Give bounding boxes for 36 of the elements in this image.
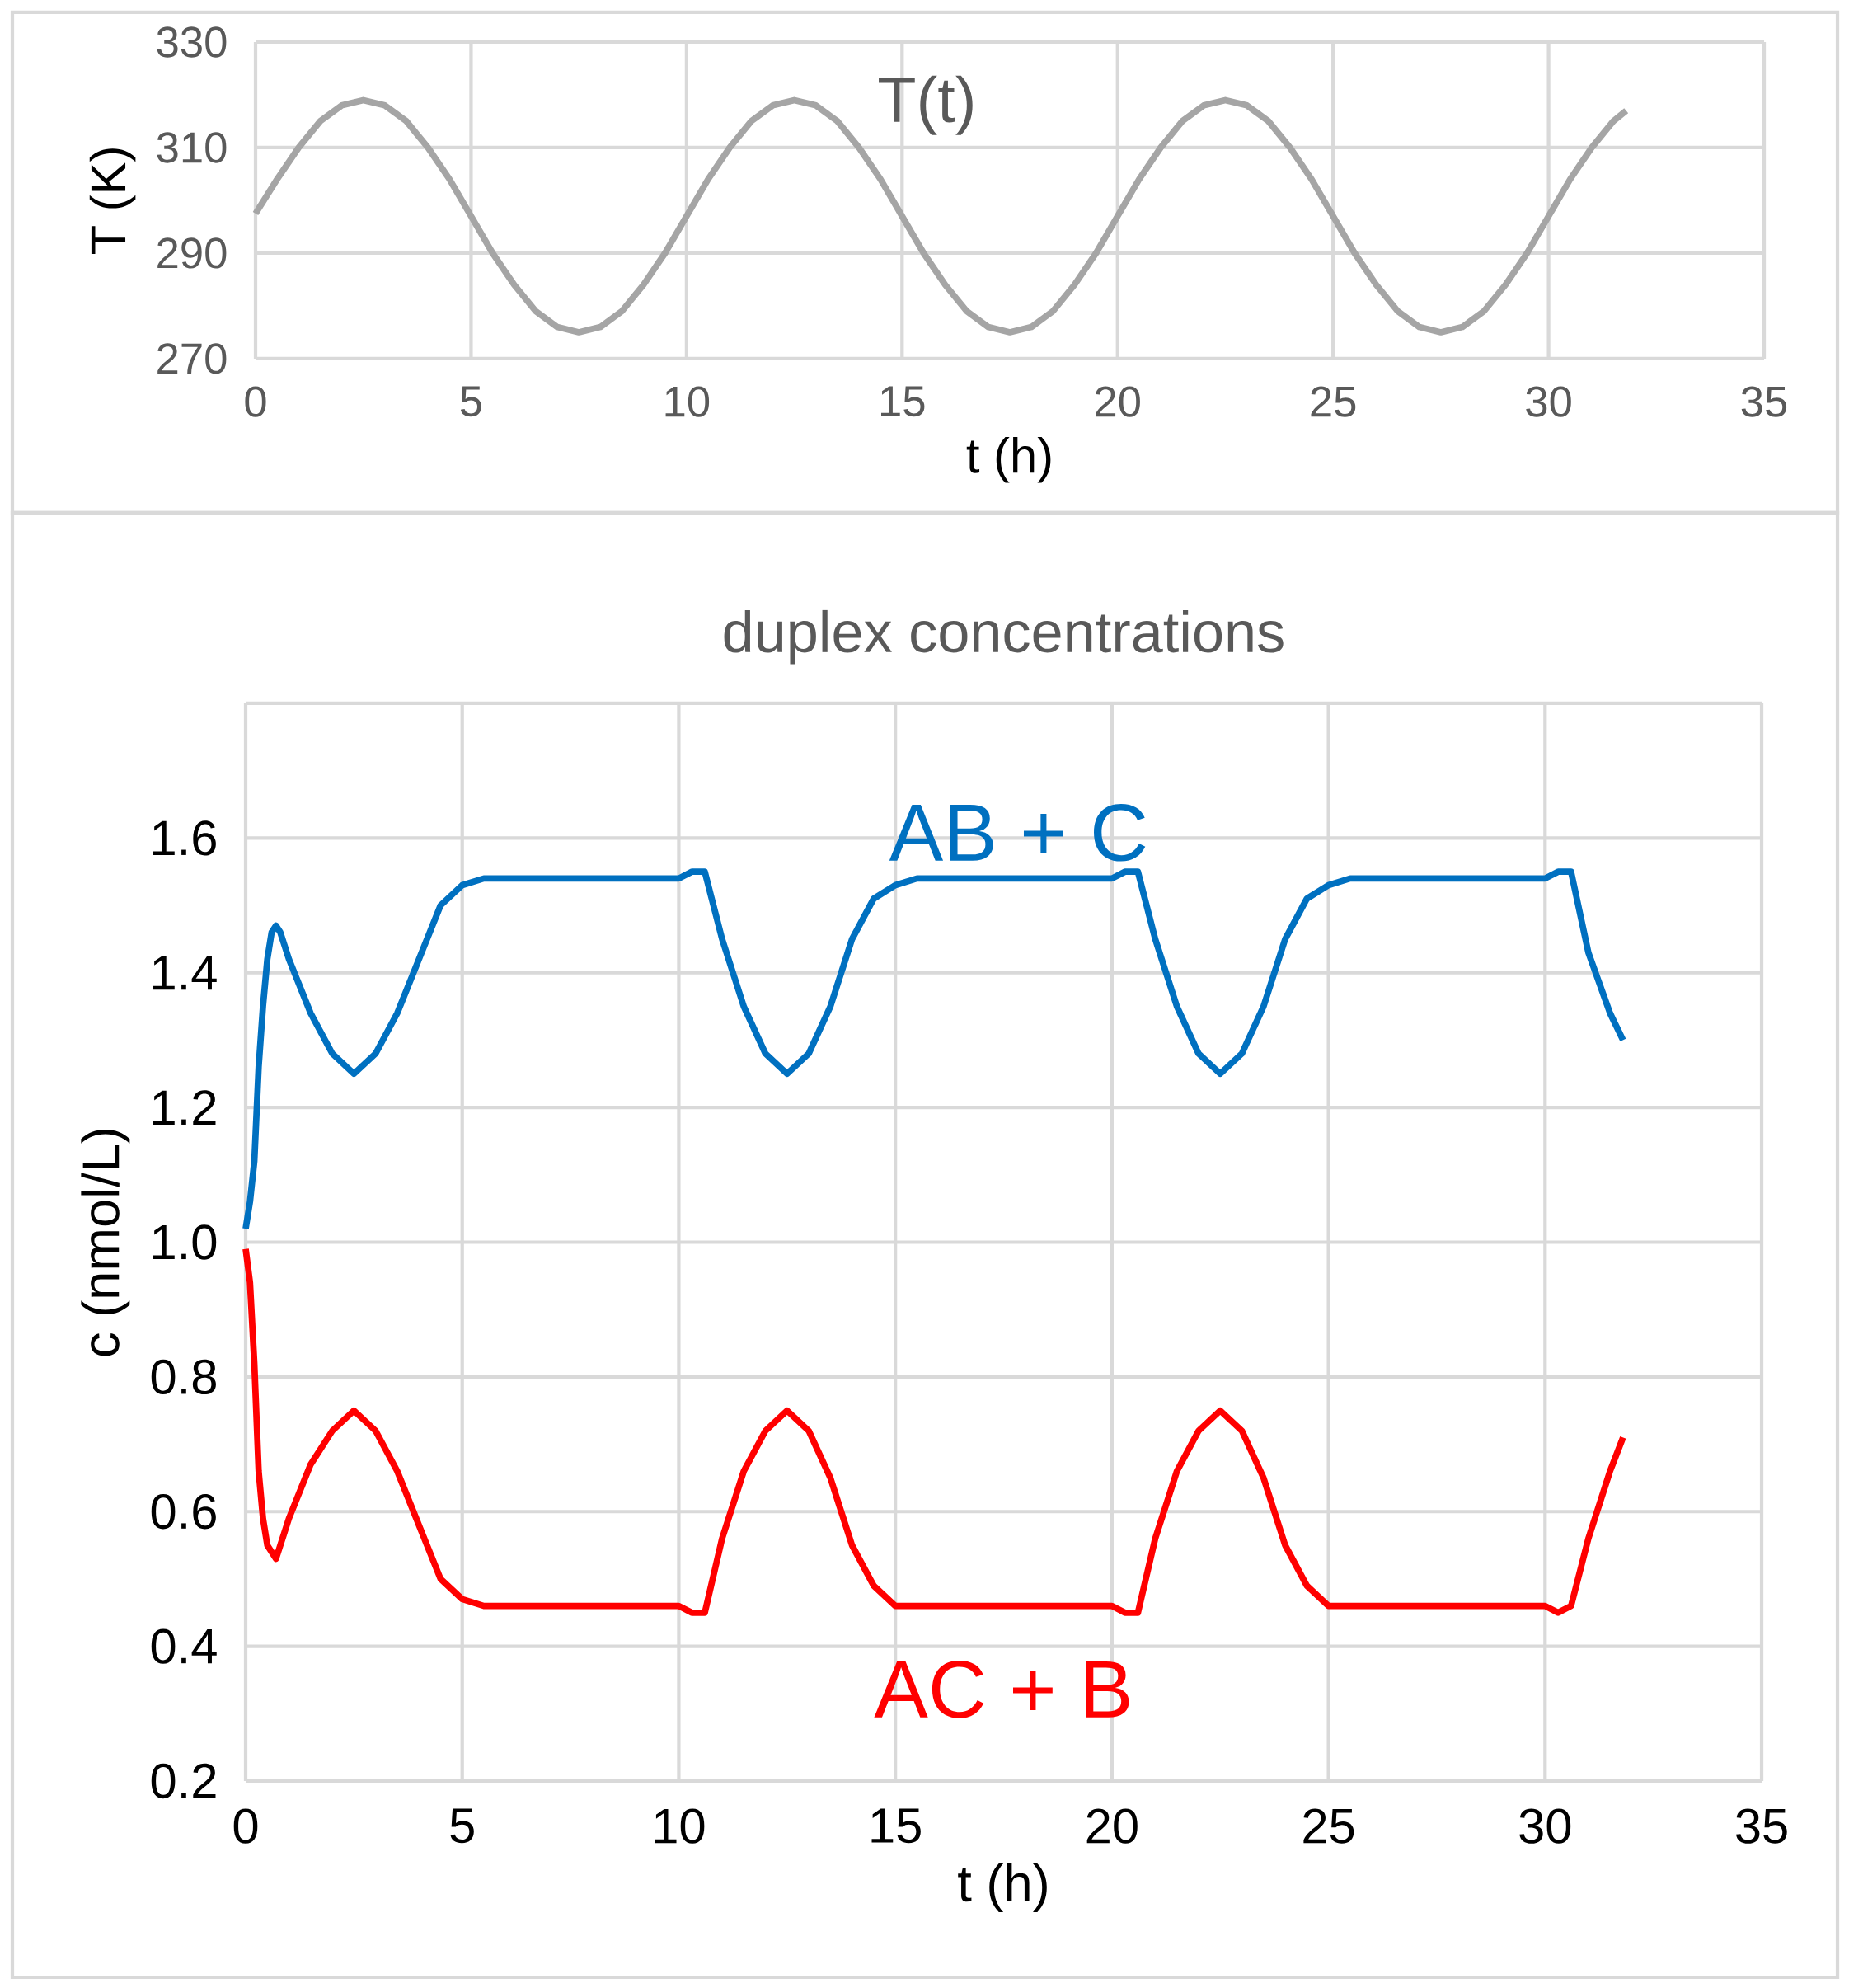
x-tick-label: 10	[665, 386, 710, 417]
x-tick-label: 35	[1741, 386, 1787, 417]
x-tick-label: 5	[450, 1808, 474, 1844]
x-tick-label: 0	[233, 1808, 258, 1844]
x-tick-label: 0	[245, 386, 266, 417]
x-tick-label: 10	[655, 1808, 705, 1844]
x-tick-label: 25	[1311, 386, 1356, 417]
x-tick-label: 5	[460, 386, 481, 417]
y-tick-label: 310	[157, 132, 227, 163]
x-tick-label: 20	[1096, 386, 1140, 417]
x-tick-label: 25	[1303, 1808, 1354, 1844]
y-tick-label: 270	[157, 343, 227, 374]
y-axis-title: c (nmol/L)	[81, 1129, 130, 1356]
y-tick-label: 1.4	[153, 956, 217, 990]
y-tick-label: 1.0	[153, 1224, 217, 1260]
series-label: AB + C	[889, 804, 1146, 862]
y-tick-label: 0.4	[151, 1628, 217, 1664]
y-tick-label: 330	[157, 26, 227, 58]
y-tick-label: 0.2	[151, 1763, 216, 1799]
y-tick-label: 0.8	[151, 1359, 216, 1395]
y-axis-title: T (K)	[89, 148, 136, 255]
x-axis-title: t (h)	[966, 436, 1051, 483]
y-tick-label: 0.6	[151, 1494, 216, 1530]
x-tick-label: 35	[1736, 1808, 1787, 1844]
y-tick-label: 1.2	[153, 1090, 216, 1125]
series-label: T(t)	[879, 75, 973, 135]
x-tick-label: 30	[1519, 1808, 1571, 1844]
x-tick-label: 20	[1086, 1808, 1138, 1844]
chart-title: duplex concentrations	[724, 609, 1284, 665]
series-label: AC + B	[874, 1661, 1129, 1718]
x-tick-label: 15	[881, 386, 925, 417]
x-tick-label: 30	[1526, 386, 1571, 417]
x-tick-label: 15	[871, 1808, 921, 1844]
y-tick-label: 290	[157, 237, 227, 269]
x-axis-title: t (h)	[958, 1863, 1047, 1912]
y-tick-label: 1.6	[153, 820, 216, 856]
